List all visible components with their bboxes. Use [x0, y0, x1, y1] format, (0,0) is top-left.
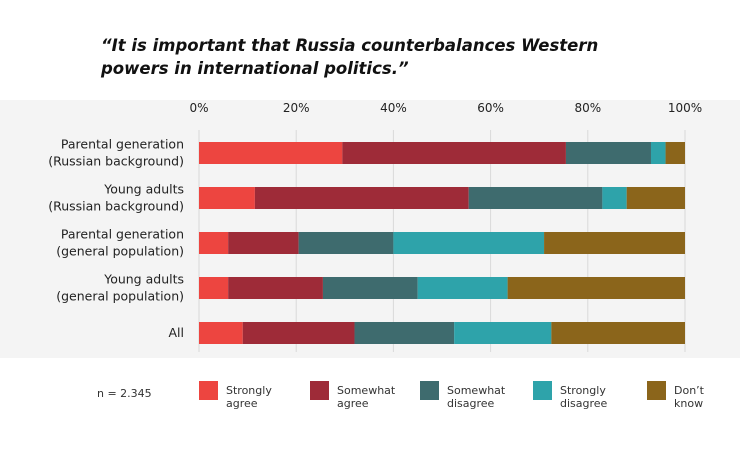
legend-swatch [533, 381, 552, 400]
bar-segment [544, 232, 685, 254]
bar-segment [228, 277, 323, 299]
category-label: (general population) [56, 289, 184, 304]
bar-segment [342, 142, 566, 164]
legend-label: Don’t know [674, 384, 704, 410]
bar-segment [626, 187, 685, 209]
legend-swatch [199, 381, 218, 400]
bar-segment [602, 187, 627, 209]
bar-segment [199, 187, 255, 209]
legend-swatch [310, 381, 329, 400]
category-label: Young adults [103, 182, 184, 197]
bar-segment [468, 187, 603, 209]
legend-swatch [420, 381, 439, 400]
category-label: (Russian background) [48, 199, 184, 214]
x-tick-label: 100% [668, 101, 702, 115]
bar-segment [551, 322, 685, 344]
x-tick-label: 40% [380, 101, 407, 115]
bar-segment [665, 142, 685, 164]
bar-segment [199, 277, 229, 299]
bar-segment [298, 232, 394, 254]
category-label: (Russian background) [48, 154, 184, 169]
bar-segment [199, 232, 229, 254]
category-label: (general population) [56, 244, 184, 259]
sample-size-note: n = 2.345 [97, 387, 152, 400]
category-label: All [169, 325, 185, 340]
bar-segment [242, 322, 355, 344]
bar-segment [393, 232, 545, 254]
legend-swatch [647, 381, 666, 400]
bar-segment [199, 142, 343, 164]
bar-segment [507, 277, 685, 299]
bar-segment [254, 187, 469, 209]
bar-segment [322, 277, 418, 299]
category-label: Parental generation [61, 137, 184, 152]
bar-segment [565, 142, 651, 164]
x-tick-label: 20% [283, 101, 310, 115]
bar-segment [354, 322, 455, 344]
x-tick-label: 0% [189, 101, 208, 115]
bar-segment [454, 322, 552, 344]
x-tick-label: 80% [574, 101, 601, 115]
legend-label: Strongly agree [226, 384, 272, 410]
x-tick-label: 60% [477, 101, 504, 115]
category-label: Young adults [103, 272, 184, 287]
legend-label: Somewhat agree [337, 384, 396, 410]
category-label: Parental generation [61, 227, 184, 242]
legend-label: Strongly disagree [560, 384, 608, 410]
bar-segment [199, 322, 243, 344]
chart-title: “It is important that Russia counterbala… [101, 36, 599, 78]
bar-segment [650, 142, 666, 164]
bar-segment [228, 232, 299, 254]
legend-label: Somewhat disagree [447, 384, 506, 410]
bar-segment [417, 277, 508, 299]
